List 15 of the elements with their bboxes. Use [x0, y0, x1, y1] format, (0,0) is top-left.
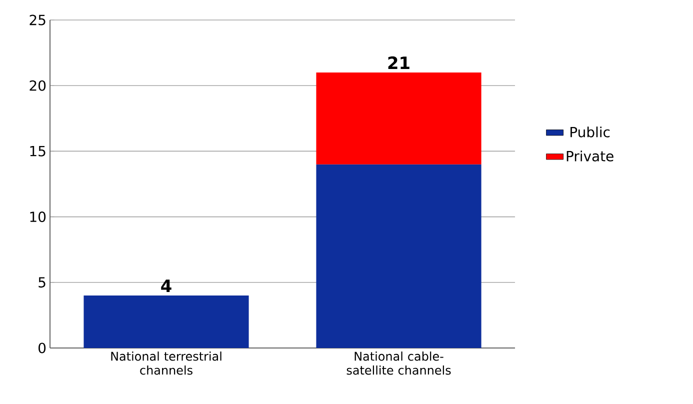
bar: [316, 72, 482, 164]
y-tick-label: 15: [30, 146, 46, 156]
y-tick-label: 20: [30, 80, 46, 91]
bar: [316, 164, 482, 348]
legend-label: Public: [570, 126, 610, 138]
y-tick-label: 10: [30, 212, 46, 222]
total-label: 4: [161, 280, 172, 292]
legend-label: Private: [566, 150, 614, 162]
x-tick-label: National terrestrial channels: [111, 352, 222, 375]
x-tick-label: National cable-satellite channels: [346, 352, 451, 375]
y-tick-label: 5: [38, 277, 46, 288]
total-label: 21: [388, 56, 410, 69]
bar: [84, 296, 249, 348]
y-tick-label: 25: [30, 14, 46, 26]
y-tick-label: 0: [38, 342, 46, 354]
